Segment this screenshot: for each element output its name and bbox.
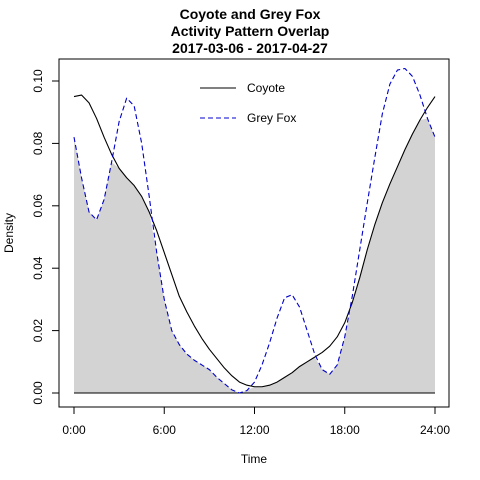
y-tick-label: 0.06 [31,194,45,218]
y-axis-label: Density [2,213,16,253]
chart-title-line-2: Activity Pattern Overlap [171,23,330,39]
y-tick-label: 0.04 [31,256,45,280]
overlap-area [74,118,435,393]
chart-title-line-3: 2017-03-06 - 2017-04-27 [172,40,328,56]
x-tick-label: 24:00 [420,423,450,437]
series-group [73,67,436,394]
series-line-grey-fox [73,67,436,394]
x-tick-label: 6:00 [153,423,177,437]
y-tick-label: 0.00 [31,381,45,405]
y-tick-label: 0.10 [31,69,45,93]
chart-title-line-1: Coyote and Grey Fox [180,6,321,22]
y-tick-label: 0.02 [31,319,45,343]
x-tick-label: 0:00 [62,423,86,437]
legend-label-grey-fox: Grey Fox [247,111,296,125]
series-line-coyote [73,94,436,388]
x-axis-label: Time [241,452,268,466]
legend: Coyote Grey Fox [200,81,296,125]
x-tick-label: 18:00 [330,423,360,437]
legend-label-coyote: Coyote [247,81,285,95]
x-tick-label: 12:00 [239,423,269,437]
x-axis: 0:00 6:00 12:00 18:00 24:00 [62,406,450,437]
y-tick-label: 0.08 [31,131,45,155]
y-axis: 0.00 0.02 0.04 0.06 0.08 0.10 [31,69,60,405]
